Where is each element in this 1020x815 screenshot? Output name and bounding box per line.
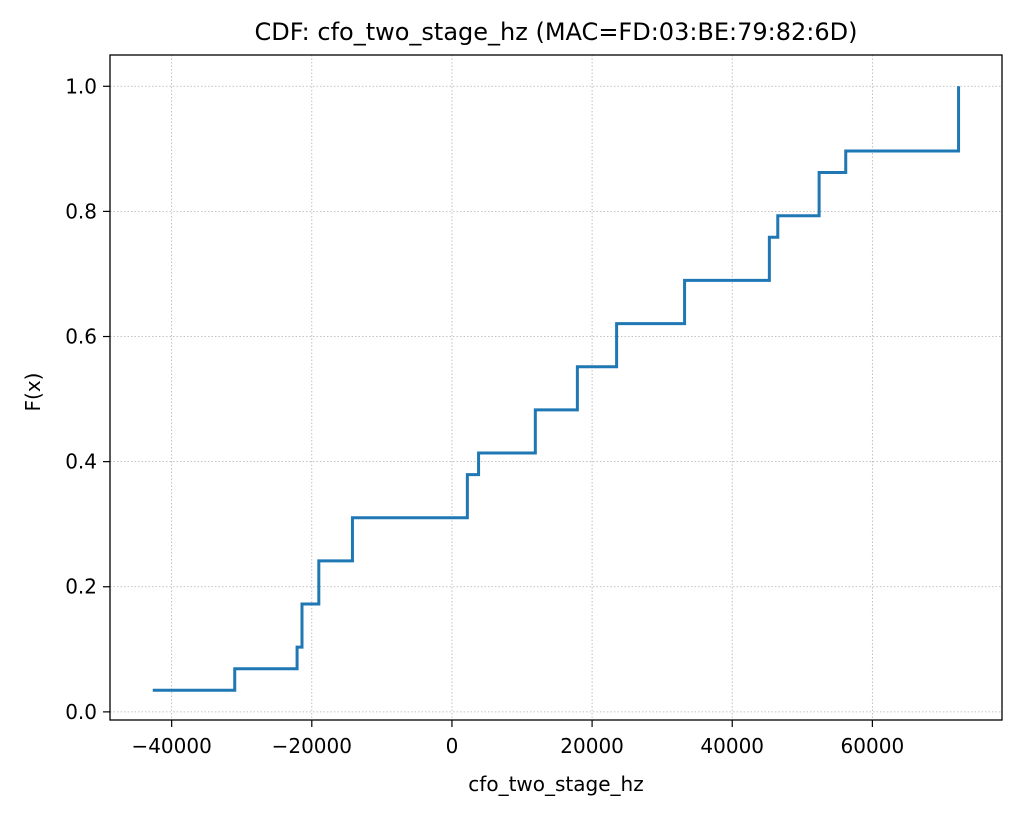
y-tick-label: 1.0 bbox=[65, 74, 97, 98]
x-tick-label: 20000 bbox=[560, 734, 624, 758]
y-tick-label: 0.8 bbox=[65, 199, 97, 223]
x-tick-label: 40000 bbox=[700, 734, 764, 758]
series-layer bbox=[152, 86, 961, 692]
x-tick-label: −20000 bbox=[272, 734, 352, 758]
plot-frame bbox=[109, 54, 1003, 721]
y-tick-label: 0.4 bbox=[65, 450, 97, 474]
cdf-step-line bbox=[152, 86, 961, 692]
x-axis-title: cfo_two_stage_hz bbox=[468, 772, 643, 796]
x-tick-label: −40000 bbox=[131, 734, 211, 758]
y-tick-label: 0.2 bbox=[65, 575, 97, 599]
x-tick-label: 0 bbox=[446, 734, 459, 758]
y-axis-title: F(x) bbox=[21, 373, 45, 412]
axes-layer: −40000 −20000 0 20000 40000 60000 0.0 0.2 0.4 0.6… bbox=[65, 54, 1003, 758]
grid-layer bbox=[110, 55, 1002, 720]
y-tick-label: 0.6 bbox=[65, 325, 97, 349]
x-tick-label: 60000 bbox=[841, 734, 905, 758]
y-tick-label: 0.0 bbox=[65, 700, 97, 724]
chart-title: CDF: cfo_two_stage_hz (MAC=FD:03:BE:79:8… bbox=[254, 18, 857, 46]
